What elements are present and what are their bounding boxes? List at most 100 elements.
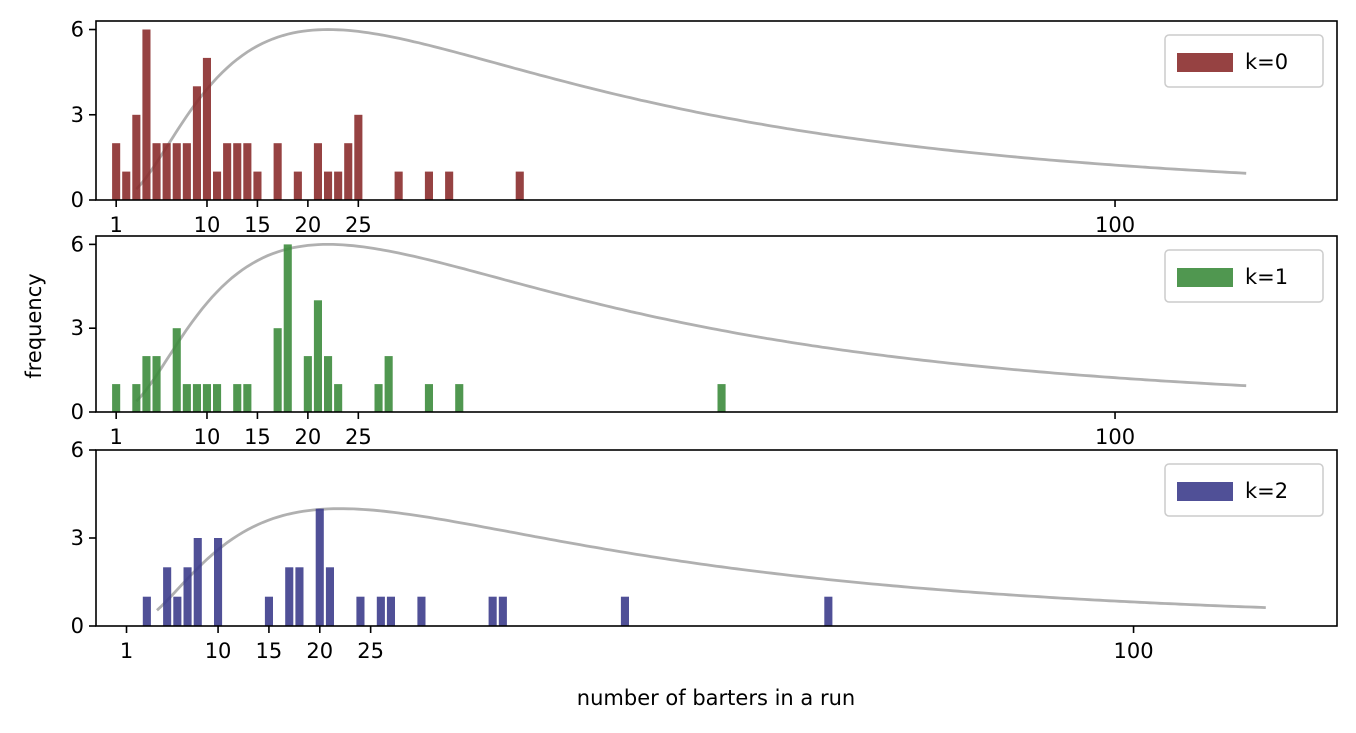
bar: [182, 143, 191, 200]
bar: [193, 538, 202, 626]
legend-label: k=0: [1245, 50, 1288, 74]
bar: [424, 171, 433, 200]
x-tick-label: 25: [345, 213, 372, 237]
bar: [455, 384, 464, 412]
bar: [173, 596, 182, 626]
bar: [233, 384, 242, 412]
bar: [324, 171, 333, 200]
bar: [283, 244, 292, 412]
bar: [142, 356, 151, 412]
y-tick-label: 0: [71, 614, 84, 638]
x-tick-label: 15: [244, 213, 271, 237]
bar: [162, 143, 171, 200]
bar: [182, 384, 191, 412]
bar: [273, 328, 282, 412]
bar: [313, 143, 322, 200]
legend-label: k=1: [1245, 265, 1288, 289]
subplot-k2: 0 3 6 1 10 15 20 25 100 k=2: [71, 438, 1338, 663]
bar: [445, 171, 454, 200]
x-tick-label: 20: [295, 213, 322, 237]
bar: [344, 143, 353, 200]
bar: [417, 596, 426, 626]
bar: [172, 328, 181, 412]
subplot-k1: 0 3 6 1 10 15 20 25 100 k=1: [71, 232, 1338, 449]
bar: [303, 356, 312, 412]
bar: [122, 171, 131, 200]
bar: [356, 596, 365, 626]
x-tick-label: 100: [1095, 425, 1135, 449]
bar: [183, 567, 192, 626]
x-tick-label: 25: [357, 639, 384, 663]
bar: [334, 171, 343, 200]
x-tick-label: 1: [120, 639, 133, 663]
bar: [264, 596, 273, 626]
y-tick-label: 0: [71, 188, 84, 212]
bar: [384, 356, 393, 412]
legend-k2: k=2: [1164, 463, 1324, 517]
bar: [295, 567, 304, 626]
bar: [488, 596, 497, 626]
legend-swatch: [1177, 268, 1233, 287]
bar: [424, 384, 433, 412]
bar: [285, 567, 294, 626]
bar: [498, 596, 507, 626]
y-tick-label: 3: [71, 103, 84, 127]
x-tick-label: 15: [256, 639, 283, 663]
bar: [112, 384, 121, 412]
bar: [112, 143, 121, 200]
y-tick-label: 6: [71, 18, 84, 42]
bar: [273, 143, 282, 200]
bar: [386, 596, 395, 626]
bar: [163, 567, 172, 626]
bar: [132, 114, 141, 200]
x-tick-label: 25: [345, 425, 372, 449]
x-tick-label: 100: [1114, 639, 1154, 663]
fit-curve: [135, 28, 1247, 191]
legend-swatch: [1177, 482, 1233, 501]
bar: [824, 596, 833, 626]
bar: [325, 567, 334, 626]
x-tick-label: 1: [109, 425, 122, 449]
bar: [192, 86, 201, 200]
bar: [354, 114, 363, 200]
bar: [253, 171, 262, 200]
legend-swatch: [1177, 53, 1233, 72]
fit-curve: [135, 243, 1247, 403]
legend-frame: [1164, 34, 1324, 88]
bar: [132, 384, 141, 412]
bar: [223, 143, 232, 200]
bar: [243, 384, 252, 412]
bar: [313, 300, 322, 412]
bar: [202, 57, 211, 201]
bar: [213, 384, 222, 412]
plot-frame: [95, 449, 1338, 627]
legend-k1: k=1: [1164, 249, 1324, 303]
y-tick-label: 0: [71, 400, 84, 424]
bar: [213, 171, 222, 200]
y-tick-label: 6: [71, 232, 84, 256]
bar: [152, 356, 161, 412]
legend-frame: [1164, 463, 1324, 517]
plot-frame: [95, 235, 1338, 413]
bar: [515, 171, 524, 200]
bar: [620, 596, 629, 626]
bar: [293, 171, 302, 200]
y-axis-label: frequency: [22, 273, 46, 378]
bar: [233, 143, 242, 200]
bar: [394, 171, 403, 200]
bar: [214, 538, 223, 626]
x-tick-label: 10: [194, 425, 221, 449]
bar: [376, 596, 385, 626]
bar: [243, 143, 252, 200]
x-tick-label: 10: [194, 213, 221, 237]
bar: [142, 596, 151, 626]
bar: [324, 356, 333, 412]
legend-frame: [1164, 249, 1324, 303]
bar: [192, 384, 201, 412]
bar: [172, 143, 181, 200]
bar: [334, 384, 343, 412]
subplot-k0: 0 3 6 1 10 15 20 25 100 k=0: [71, 18, 1338, 237]
bar: [717, 384, 726, 412]
y-tick-label: 3: [71, 526, 84, 550]
